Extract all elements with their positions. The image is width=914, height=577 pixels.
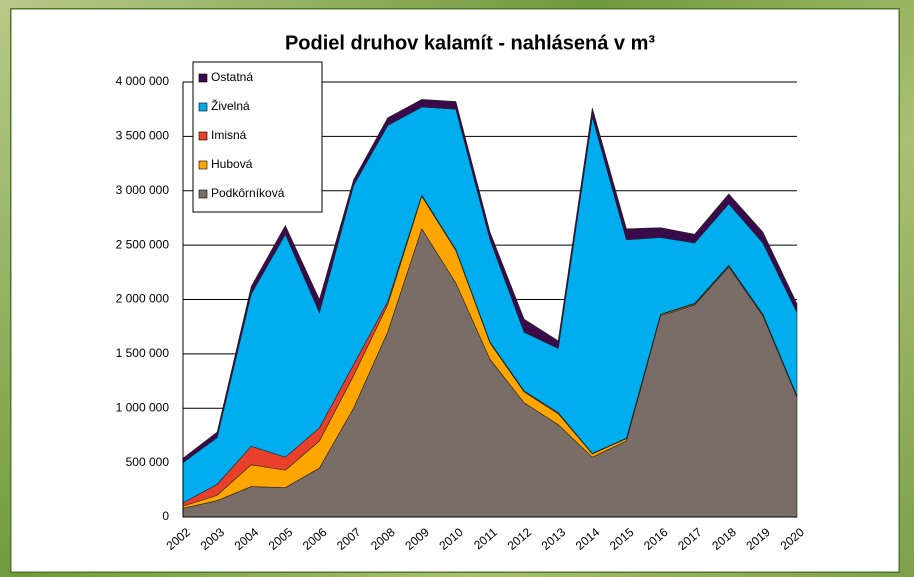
y-tick-label: 3 000 000: [116, 183, 170, 197]
legend-swatch: [198, 102, 208, 112]
y-tick-label: 0: [162, 509, 169, 523]
chart: Podiel druhov kalamít - nahlásená v m³ 0…: [10, 8, 900, 573]
y-tick-label: 1 500 000: [116, 346, 170, 360]
y-tick-label: 3 500 000: [116, 129, 170, 143]
y-tick-label: 1 000 000: [116, 400, 170, 414]
legend-swatch: [198, 73, 208, 83]
legend-box: [192, 61, 323, 213]
legend-swatch: [198, 189, 208, 199]
y-tick-label: 2 000 000: [116, 292, 170, 306]
area: [182, 99, 798, 464]
legend-swatch: [198, 131, 208, 141]
y-tick-label: 2 500 000: [116, 237, 170, 251]
legend-label: Ostatná: [211, 70, 253, 84]
legend-label: Živelná: [211, 98, 250, 113]
legend-label: Imisná: [211, 128, 247, 142]
chart-title: Podiel druhov kalamít - nahlásená v m³: [285, 32, 655, 54]
legend-swatch: [198, 160, 208, 170]
y-tick-label: 4 000 000: [116, 74, 170, 88]
y-tick-label: 500 000: [126, 455, 170, 469]
legend-label: Podkôrníková: [211, 186, 285, 200]
legend-label: Hubová: [211, 157, 253, 171]
